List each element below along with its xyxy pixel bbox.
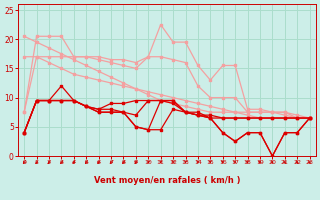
X-axis label: Vent moyen/en rafales ( km/h ): Vent moyen/en rafales ( km/h ): [94, 176, 240, 185]
